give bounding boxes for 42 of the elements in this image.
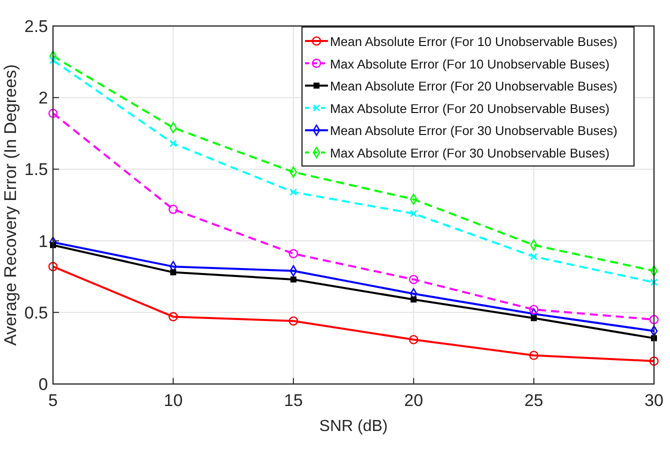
x-tick-label: 15 [284,391,303,410]
point [169,140,177,148]
point [650,278,658,286]
point [529,304,538,314]
legend-label: Mean Absolute Error (For 30 Unobservable Buses) [330,123,618,138]
point [649,356,659,366]
legend-label: Max Absolute Error (For 30 Unobservable Buses) [330,146,610,160]
point [48,108,58,118]
point [410,296,417,303]
legend-label: Mean Absolute Error (For 10 Unobservable Buses) [330,34,618,49]
y-tick-label: 0.5 [24,303,48,322]
y-tick-label: 2.5 [24,17,48,36]
x-tick-label: 30 [644,391,664,410]
legend-label: Mean Absolute Error (For 20 Unobservable Buses) [330,78,618,94]
x-tick-label: 5 [48,391,58,410]
point [288,316,298,326]
x-axis-title: SNR (dB) [319,418,388,435]
point [48,262,58,272]
point [288,249,298,258]
point [530,252,538,260]
y-tick-label: 1 [38,232,48,251]
y-tick-label: 1.5 [24,160,48,180]
point [408,334,418,344]
point [168,312,178,322]
x-tick-label: 20 [404,391,424,410]
x-tick-label: 10 [164,391,183,410]
point [408,274,418,284]
x-tick-label: 25 [524,391,544,410]
point [170,269,176,276]
y-tick-label: 0 [38,375,48,394]
legend-label: Max Absolute Error (For 10 Unobservable Buses) [330,56,610,72]
point [529,350,538,360]
point [530,315,537,322]
point [290,276,296,282]
y-axis-title: Average Recovery Error (In Degrees) [1,64,20,346]
legend-label: Max Absolute Error (For 20 Unobservable Buses) [330,100,610,116]
point [49,56,57,64]
point [290,188,298,196]
y-tick-label: 2 [38,88,48,108]
point [168,204,178,214]
point [649,314,659,324]
point [410,210,418,218]
